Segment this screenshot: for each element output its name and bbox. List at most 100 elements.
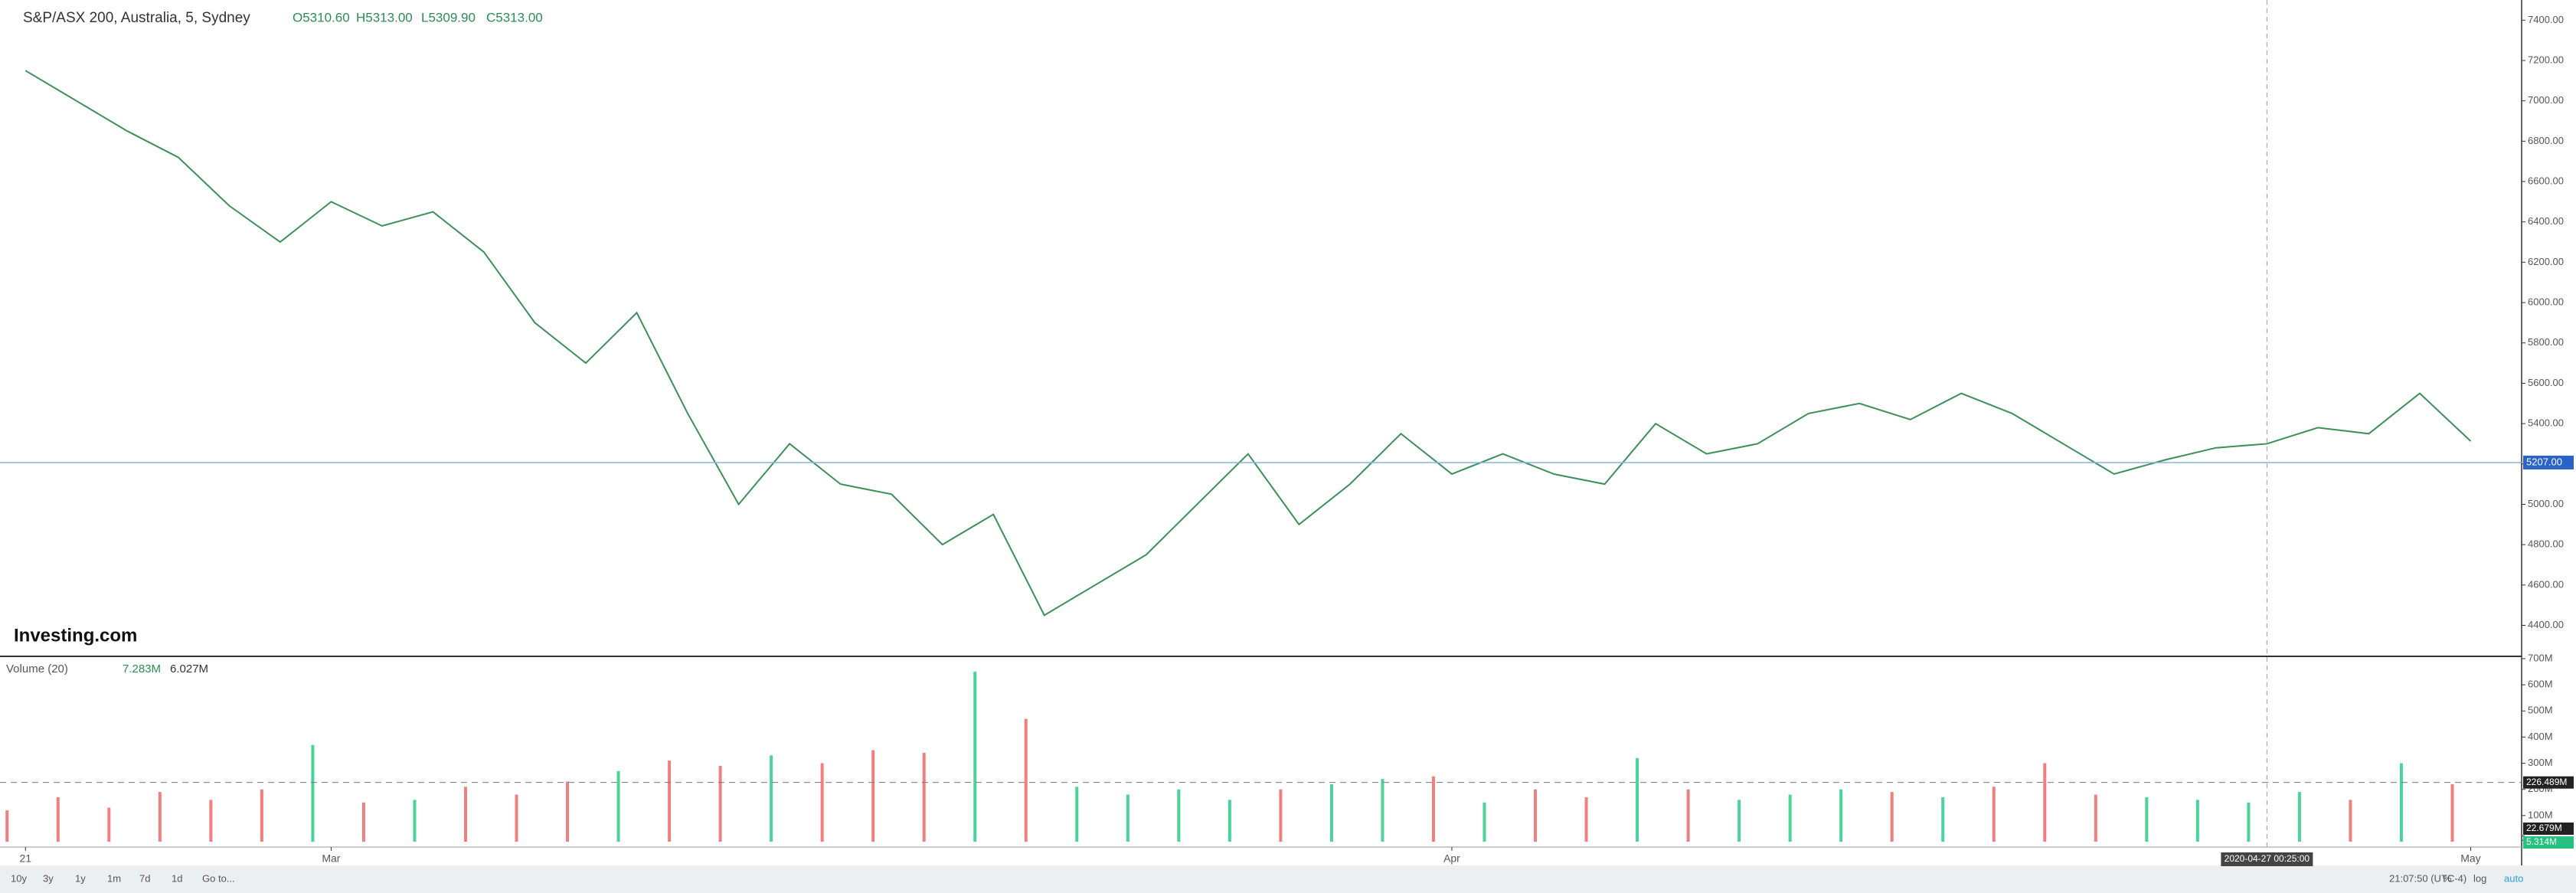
volume-bar	[1024, 718, 1028, 842]
volume-bar	[311, 744, 315, 842]
volume-bar	[718, 765, 722, 842]
y-tick-label: 5800.00	[2528, 336, 2564, 348]
y-tick-label: 100M	[2528, 809, 2553, 820]
y-tick-label: 6400.00	[2528, 215, 2564, 227]
volume-bar	[2247, 802, 2251, 842]
volume-bar	[1534, 789, 1538, 842]
volume-stat: 6.027M	[170, 662, 208, 675]
x-tick-label: 21	[19, 852, 31, 865]
volume-bar	[1075, 787, 1079, 842]
y-tick-label: 7000.00	[2528, 94, 2564, 106]
y-tick-label: 6200.00	[2528, 256, 2564, 267]
volume-bar	[209, 800, 213, 842]
y-tick-label: 4600.00	[2528, 578, 2564, 590]
ohlc-open: O5310.60	[293, 10, 350, 25]
volume-bar	[2297, 792, 2301, 842]
volume-bar	[260, 789, 263, 842]
volume-bar	[2450, 783, 2454, 842]
scale-option[interactable]: %	[2443, 872, 2452, 884]
last-price-tag	[2523, 455, 2574, 469]
volume-bar	[1636, 757, 1639, 842]
volume-tag	[2523, 836, 2574, 849]
volume-bar	[1890, 792, 1894, 842]
volume-bar	[2145, 797, 2149, 842]
x-tick-label: Mar	[322, 852, 340, 865]
volume-tag-label: 226.489M	[2526, 777, 2567, 787]
y-tick-label: 6000.00	[2528, 296, 2564, 308]
crosshair-tag	[2221, 852, 2313, 866]
volume-bar	[2399, 763, 2403, 842]
volume-bar	[1126, 794, 1129, 842]
volume-bar	[1584, 797, 1588, 842]
volume-bar	[871, 750, 875, 842]
range-button[interactable]: 3y	[43, 872, 54, 884]
range-button[interactable]: 7d	[139, 872, 150, 884]
volume-bar	[770, 755, 773, 842]
range-button[interactable]: 10y	[11, 872, 27, 884]
ohlc-close: C5313.00	[486, 10, 543, 25]
y-tick-label: 5600.00	[2528, 377, 2564, 388]
toolbar	[0, 865, 2576, 893]
y-tick-label: 6800.00	[2528, 135, 2564, 146]
volume-bar	[1992, 787, 1996, 842]
range-button[interactable]: 1m	[107, 872, 121, 884]
scale-option[interactable]: log	[2473, 872, 2486, 884]
volume-bar	[1431, 776, 1435, 842]
y-tick-label: 7200.00	[2528, 54, 2564, 65]
y-tick-label: 4400.00	[2528, 619, 2564, 630]
range-button[interactable]: 1d	[172, 872, 182, 884]
volume-bar	[2094, 794, 2097, 842]
volume-bar	[2043, 763, 2047, 842]
y-tick-label: 6600.00	[2528, 175, 2564, 186]
y-tick-label: 700M	[2528, 652, 2553, 663]
volume-title: Volume (20)	[6, 662, 68, 675]
volume-bar	[1483, 802, 1486, 842]
volume-tag	[2523, 776, 2574, 789]
volume-bar	[973, 672, 977, 842]
volume-bar	[616, 770, 620, 842]
logo: Investing.com	[14, 625, 137, 646]
x-tick-label: Apr	[1443, 852, 1460, 865]
volume-bar	[5, 810, 9, 842]
volume-bar	[1737, 800, 1741, 842]
volume-bar	[1941, 797, 1945, 842]
volume-bar	[361, 802, 365, 842]
volume-tag	[2523, 823, 2574, 835]
volume-tag-label: 5.314M	[2526, 836, 2557, 847]
ohlc-high: H5313.00	[356, 10, 413, 25]
y-tick-label: 5000.00	[2528, 498, 2564, 509]
x-tick-label: May	[2460, 852, 2480, 865]
volume-bar	[413, 800, 417, 842]
scale-option[interactable]: auto	[2504, 872, 2523, 884]
volume-tag-label: 22.679M	[2526, 823, 2562, 833]
range-button[interactable]: 1y	[75, 872, 86, 884]
y-tick-label: 300M	[2528, 757, 2553, 768]
crosshair-label: 2020-04-27 00:25:00	[2225, 853, 2310, 864]
volume-stat: 7.283M	[123, 662, 161, 675]
y-tick-label: 7400.00	[2528, 14, 2564, 25]
volume-bar	[820, 763, 824, 842]
volume-bar	[1279, 789, 1283, 842]
volume-bar	[1381, 779, 1384, 842]
volume-bar	[158, 792, 162, 842]
volume-bar	[566, 781, 570, 842]
volume-bar	[922, 752, 926, 842]
price-line	[25, 70, 2472, 617]
volume-bar	[1686, 789, 1690, 842]
volume-bar	[1228, 800, 1231, 842]
volume-bar	[56, 797, 60, 842]
volume-bar	[1788, 794, 1792, 842]
volume-bar	[515, 794, 518, 842]
last-price-label: 5207.00	[2526, 456, 2562, 467]
volume-bar	[668, 761, 672, 842]
volume-bar	[1839, 789, 1843, 842]
y-tick-label: 400M	[2528, 731, 2553, 742]
range-button[interactable]: Go to...	[202, 872, 235, 884]
y-tick-label: 5400.00	[2528, 417, 2564, 429]
y-tick-label: 500M	[2528, 705, 2553, 716]
chart-title: S&P/ASX 200, Australia, 5, Sydney	[23, 10, 250, 26]
volume-bar	[1177, 789, 1181, 842]
volume-bar	[107, 807, 111, 842]
